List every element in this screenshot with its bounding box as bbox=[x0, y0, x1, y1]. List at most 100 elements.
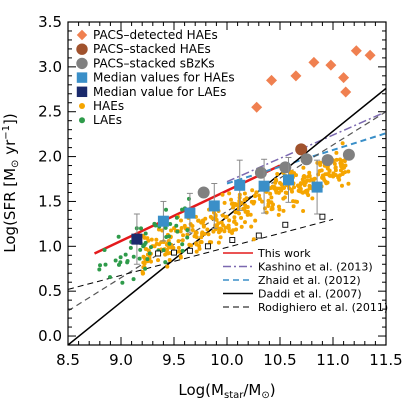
pacs-detected-haes-point bbox=[350, 45, 362, 57]
hae-point bbox=[142, 235, 147, 240]
hae-point bbox=[291, 204, 296, 209]
lae-point bbox=[128, 245, 133, 250]
hae-point bbox=[201, 223, 206, 228]
y-tick-label: 3.5 bbox=[38, 13, 62, 31]
y-tick-label: 2.5 bbox=[38, 103, 62, 121]
hae-point bbox=[233, 201, 238, 206]
hae-point bbox=[282, 195, 287, 200]
hae-point bbox=[274, 190, 279, 195]
hae-point bbox=[249, 224, 254, 229]
hae-point bbox=[215, 223, 220, 228]
lae-point bbox=[120, 280, 125, 285]
x-tick-label: 10.0 bbox=[210, 351, 243, 369]
lae-point bbox=[180, 248, 185, 253]
hae-point bbox=[269, 195, 274, 200]
hae-point bbox=[242, 197, 247, 202]
hae-point bbox=[275, 171, 280, 176]
lae-point bbox=[143, 231, 148, 236]
pacs-stacked-sbzks-point bbox=[300, 153, 313, 166]
hae-point bbox=[248, 212, 253, 217]
legend-marker-2 bbox=[76, 57, 88, 70]
median-value-for-laes-point bbox=[131, 233, 143, 245]
hae-point bbox=[221, 223, 226, 228]
hae-point bbox=[156, 227, 161, 232]
hae-point bbox=[346, 181, 351, 186]
hae-point bbox=[223, 215, 228, 220]
hae-point bbox=[301, 208, 306, 213]
hae-point bbox=[253, 218, 258, 223]
hae-point bbox=[257, 197, 262, 202]
pacs-detected-haes-point bbox=[325, 59, 337, 71]
legend-label-2: PACS–stacked sBzKs bbox=[93, 56, 215, 70]
hae-point bbox=[274, 178, 279, 183]
lae-point bbox=[175, 229, 180, 234]
x-tick-label: 9.0 bbox=[109, 351, 133, 369]
hae-point bbox=[229, 197, 234, 202]
legend-label-3: Median values for HAEs bbox=[93, 71, 235, 85]
hae-point bbox=[239, 215, 244, 220]
hae-point bbox=[171, 245, 176, 250]
legend-label-5: HAEs bbox=[93, 99, 124, 113]
legend-marker-1 bbox=[76, 43, 88, 55]
hae-point bbox=[190, 227, 195, 232]
hae-point bbox=[242, 191, 247, 196]
hae-point bbox=[177, 249, 182, 254]
hae-point bbox=[303, 180, 308, 185]
line-lower-dashed bbox=[68, 218, 334, 290]
lae-point bbox=[167, 241, 172, 246]
lae-point bbox=[118, 260, 123, 265]
lae-point bbox=[97, 267, 102, 272]
hae-point bbox=[262, 206, 267, 211]
hae-point bbox=[214, 217, 219, 222]
hae-point bbox=[332, 161, 337, 166]
hae-point bbox=[141, 271, 146, 276]
median-values-for-haes-point bbox=[157, 215, 169, 227]
lae-point bbox=[145, 257, 150, 262]
hae-point bbox=[269, 207, 274, 212]
legend-line-label-2: Zhaid et al. (2012) bbox=[258, 274, 361, 287]
legend-marker-6 bbox=[79, 117, 85, 124]
hae-point bbox=[338, 173, 343, 178]
hae-point bbox=[227, 191, 232, 196]
hae-point bbox=[242, 220, 247, 225]
legend-label-6: LAEs bbox=[93, 113, 122, 127]
legend-line-label-4: Rodighiero et al. (2011) bbox=[258, 301, 388, 314]
hae-point bbox=[242, 207, 247, 212]
pacs-stacked-sbzks-point bbox=[279, 161, 292, 174]
hae-point bbox=[176, 239, 181, 244]
y-axis-label: Log(SFR [M⊙ yr−1]) bbox=[1, 113, 21, 252]
y-tick-label: 0.0 bbox=[38, 327, 62, 345]
hae-point bbox=[257, 193, 262, 198]
hae-point bbox=[254, 190, 259, 195]
lae-point bbox=[147, 251, 152, 256]
hae-point bbox=[245, 209, 250, 214]
hae-point bbox=[298, 189, 303, 194]
line-rodighiero-et-al-2011- bbox=[68, 111, 386, 312]
lae-point bbox=[131, 277, 136, 282]
pacs-detected-haes-point bbox=[266, 74, 278, 86]
hae-point bbox=[327, 173, 332, 178]
pacs-detected-haes-point bbox=[251, 101, 263, 113]
legend-marker-3 bbox=[76, 72, 88, 83]
hae-point bbox=[198, 240, 203, 245]
median-values-for-haes-point bbox=[234, 179, 246, 191]
y-tick-label: 1.0 bbox=[38, 237, 62, 255]
lae-point bbox=[161, 248, 166, 253]
hae-point bbox=[331, 174, 336, 179]
hae-point bbox=[270, 184, 275, 189]
hae-point bbox=[339, 162, 344, 167]
hae-point bbox=[291, 199, 296, 204]
y-tick-label: 2.0 bbox=[38, 148, 62, 166]
median-values-for-haes-point bbox=[258, 180, 270, 192]
hae-point bbox=[331, 171, 336, 176]
hae-point bbox=[305, 188, 310, 193]
lae-point bbox=[168, 221, 173, 226]
pacs-stacked-haes-point bbox=[295, 143, 308, 156]
pacs-detected-haes-point bbox=[308, 56, 320, 68]
hae-point bbox=[216, 240, 221, 245]
pacs-stacked-sbzks-point bbox=[197, 186, 210, 199]
hae-point bbox=[318, 162, 323, 167]
hae-point bbox=[346, 169, 351, 174]
